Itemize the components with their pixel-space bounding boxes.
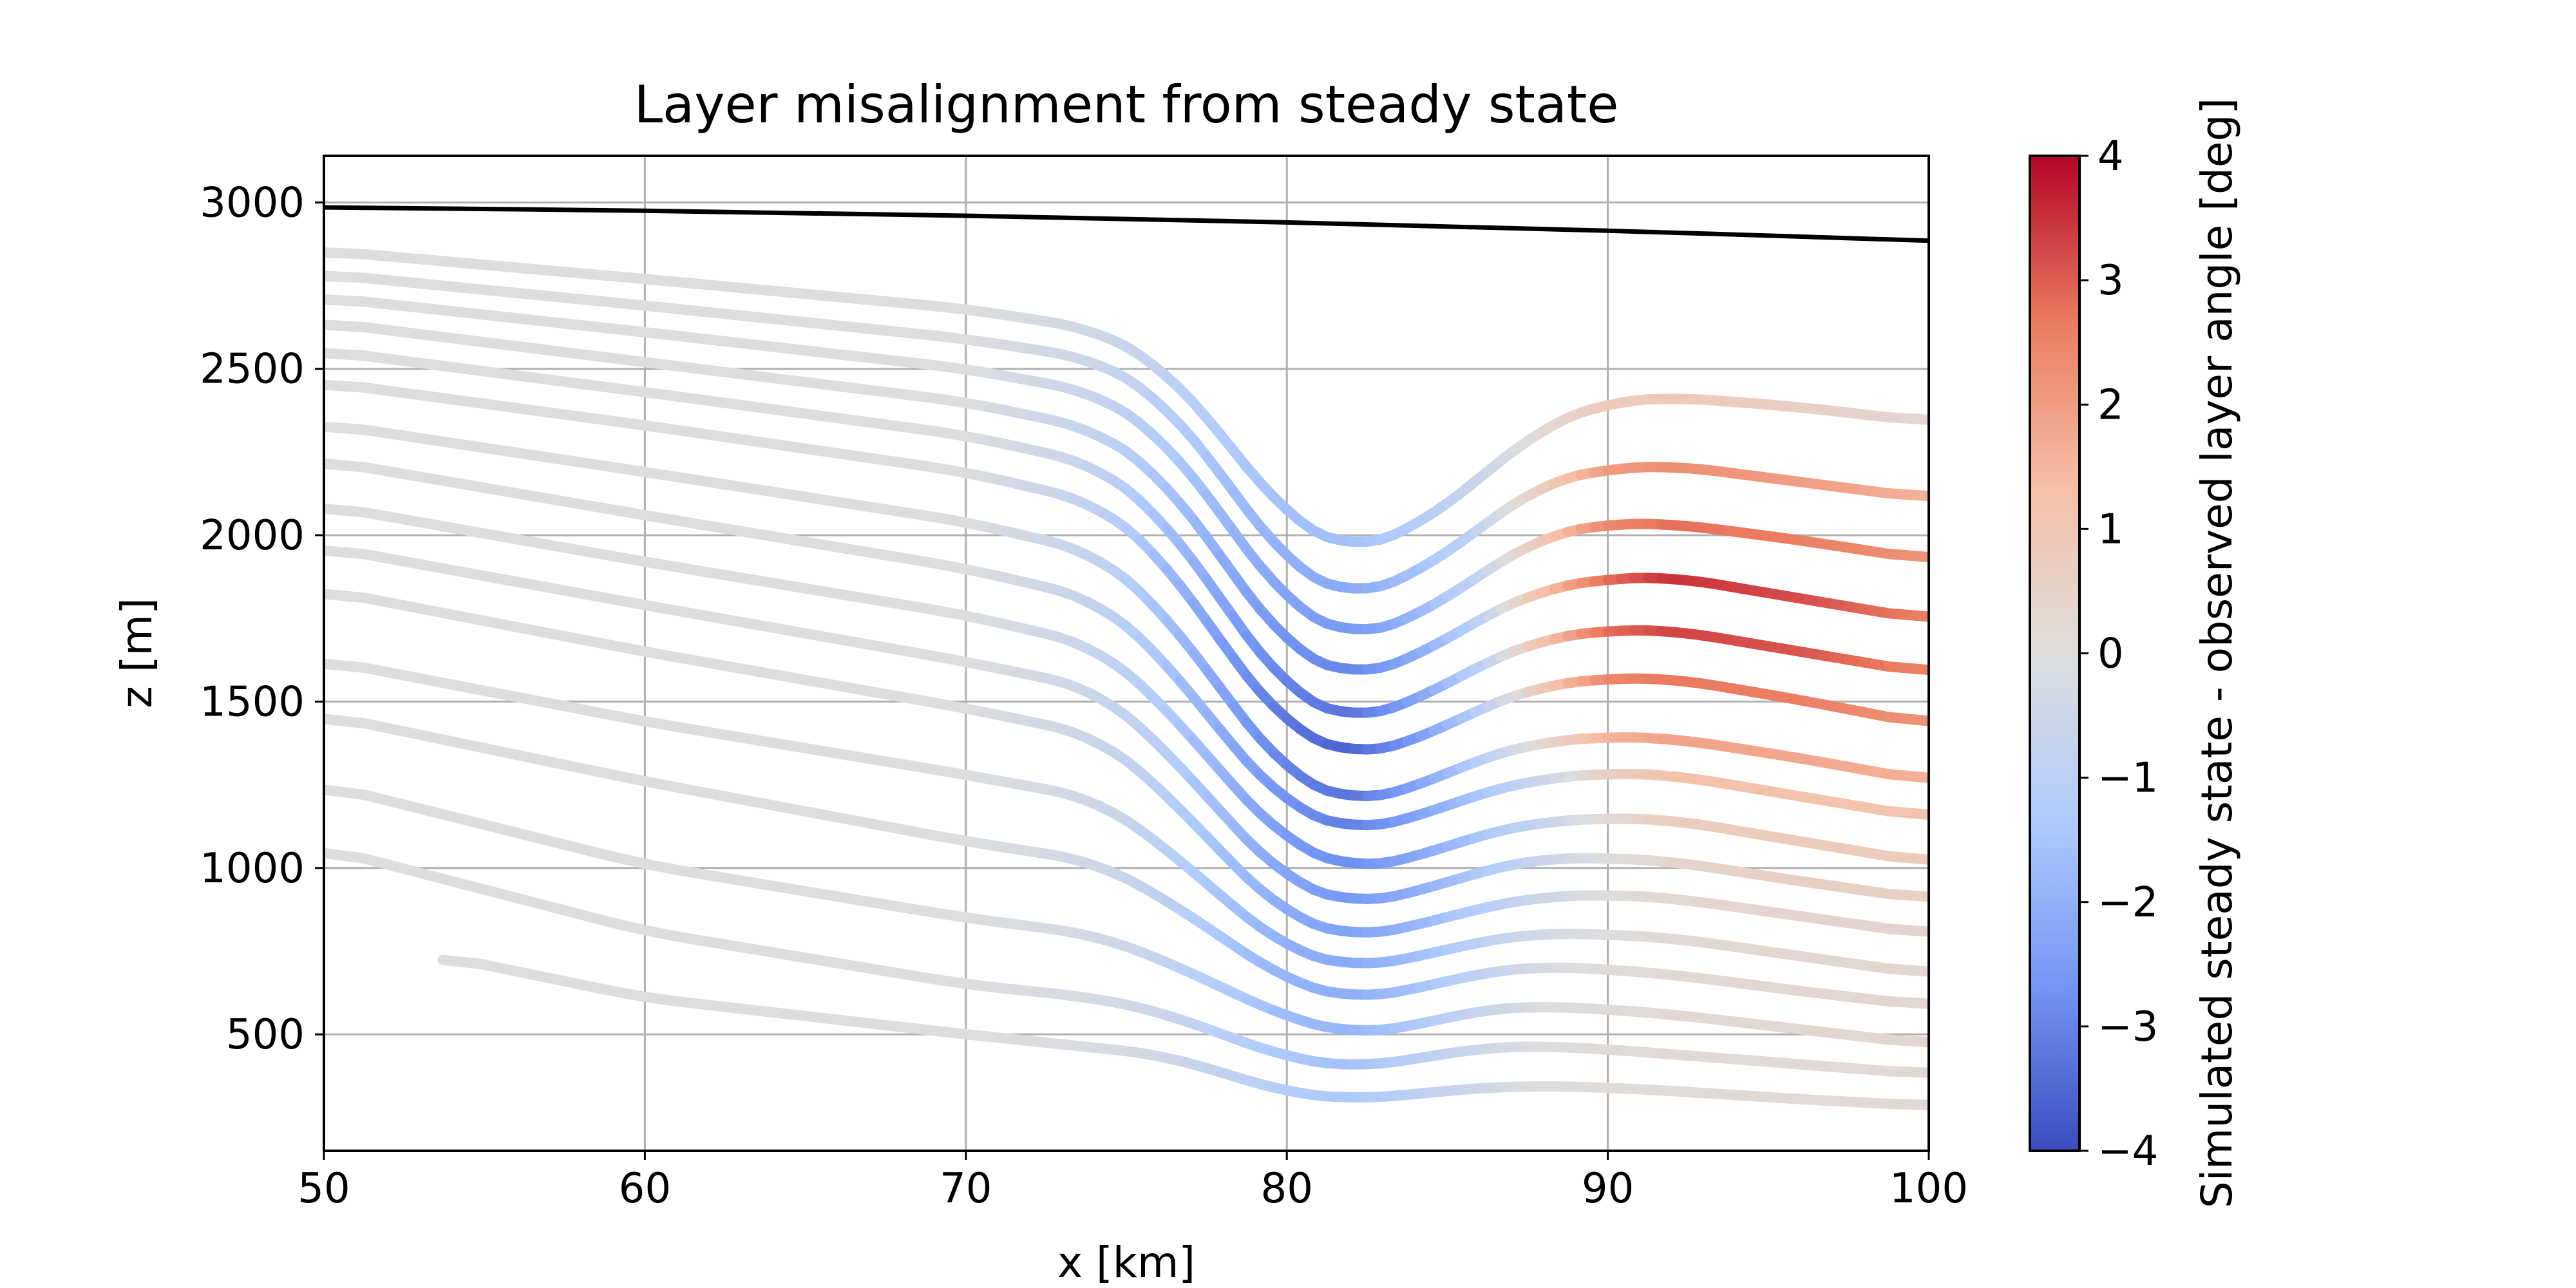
x-tick-label: 60	[619, 1165, 671, 1213]
layer-segment	[1910, 1036, 1929, 1048]
layer-line	[324, 379, 1929, 755]
plot-frame	[323, 155, 1930, 1152]
layer-segment	[1910, 489, 1929, 502]
x-tick-label: 90	[1582, 1165, 1634, 1213]
x-axis-label: x [km]	[1057, 1238, 1195, 1287]
layer-segment	[1910, 663, 1929, 676]
layer-segment	[1910, 808, 1929, 820]
x-ticks: 50 60 70 80 90 100	[298, 1151, 1968, 1213]
x-tick-label: 70	[940, 1165, 992, 1213]
layer-line	[324, 348, 1929, 718]
surface-line-group	[324, 205, 1929, 243]
layer-segment	[1910, 610, 1929, 622]
layer-line	[324, 658, 1929, 977]
colorbar-ticks: −4 −3 −2 −1 0 1 2 3 4	[2079, 133, 2158, 1175]
layer-lines	[324, 247, 1929, 1110]
y-ticks: 500 1000 1500 2000 2500 3000	[200, 179, 324, 1059]
colorbar-tick-label: −3	[2098, 1003, 2158, 1051]
layer-line	[324, 848, 1929, 1078]
layer-line	[324, 714, 1929, 1009]
y-tick-label: 500	[226, 1011, 305, 1059]
y-tick-label: 2000	[200, 512, 305, 560]
y-tick-label: 1500	[200, 678, 305, 726]
layer-line	[324, 270, 1929, 594]
layer-line	[324, 319, 1929, 675]
layer-segment	[1910, 551, 1929, 562]
layer-segment	[1910, 853, 1929, 865]
layer-line	[324, 784, 1929, 1048]
y-axis-label: z [m]	[112, 598, 162, 708]
layer-segment	[1910, 413, 1929, 425]
layer-line	[437, 954, 1929, 1110]
colorbar-tick-label: 0	[2098, 630, 2124, 678]
layer-line	[324, 545, 1929, 904]
colorbar-tick-label: −1	[2098, 755, 2158, 802]
colorbar-tick-label: −4	[2098, 1128, 2158, 1175]
layer-segment	[1910, 714, 1929, 726]
chart-title: Layer misalignment from steady state	[634, 75, 1618, 135]
x-tick-label: 80	[1260, 1165, 1312, 1213]
colorbar-tick-label: 4	[2098, 133, 2124, 180]
x-tick-label: 100	[1889, 1165, 1968, 1213]
layer-line	[324, 589, 1929, 938]
colorbar	[2029, 155, 2081, 1152]
layer-segment	[1910, 1066, 1929, 1078]
layer-segment	[1910, 771, 1929, 783]
layer-line	[324, 459, 1929, 831]
colorbar-tick-label: 3	[2098, 257, 2124, 305]
y-tick-label: 3000	[200, 179, 305, 227]
layer-line	[324, 421, 1929, 802]
colorbar-label: Simulated steady state - observed layer …	[2192, 98, 2242, 1208]
y-tick-label: 1000	[200, 845, 305, 893]
colorbar-tick-label: 2	[2098, 381, 2124, 429]
layer-line	[324, 294, 1929, 635]
layer-line	[324, 504, 1929, 869]
colorbar-tick-label: −2	[2098, 879, 2158, 927]
colorbar-tick-label: 1	[2098, 506, 2124, 553]
x-tick-label: 50	[298, 1165, 350, 1213]
surface-line	[324, 205, 1929, 243]
layer-line	[324, 247, 1929, 547]
y-tick-label: 2500	[200, 346, 305, 393]
